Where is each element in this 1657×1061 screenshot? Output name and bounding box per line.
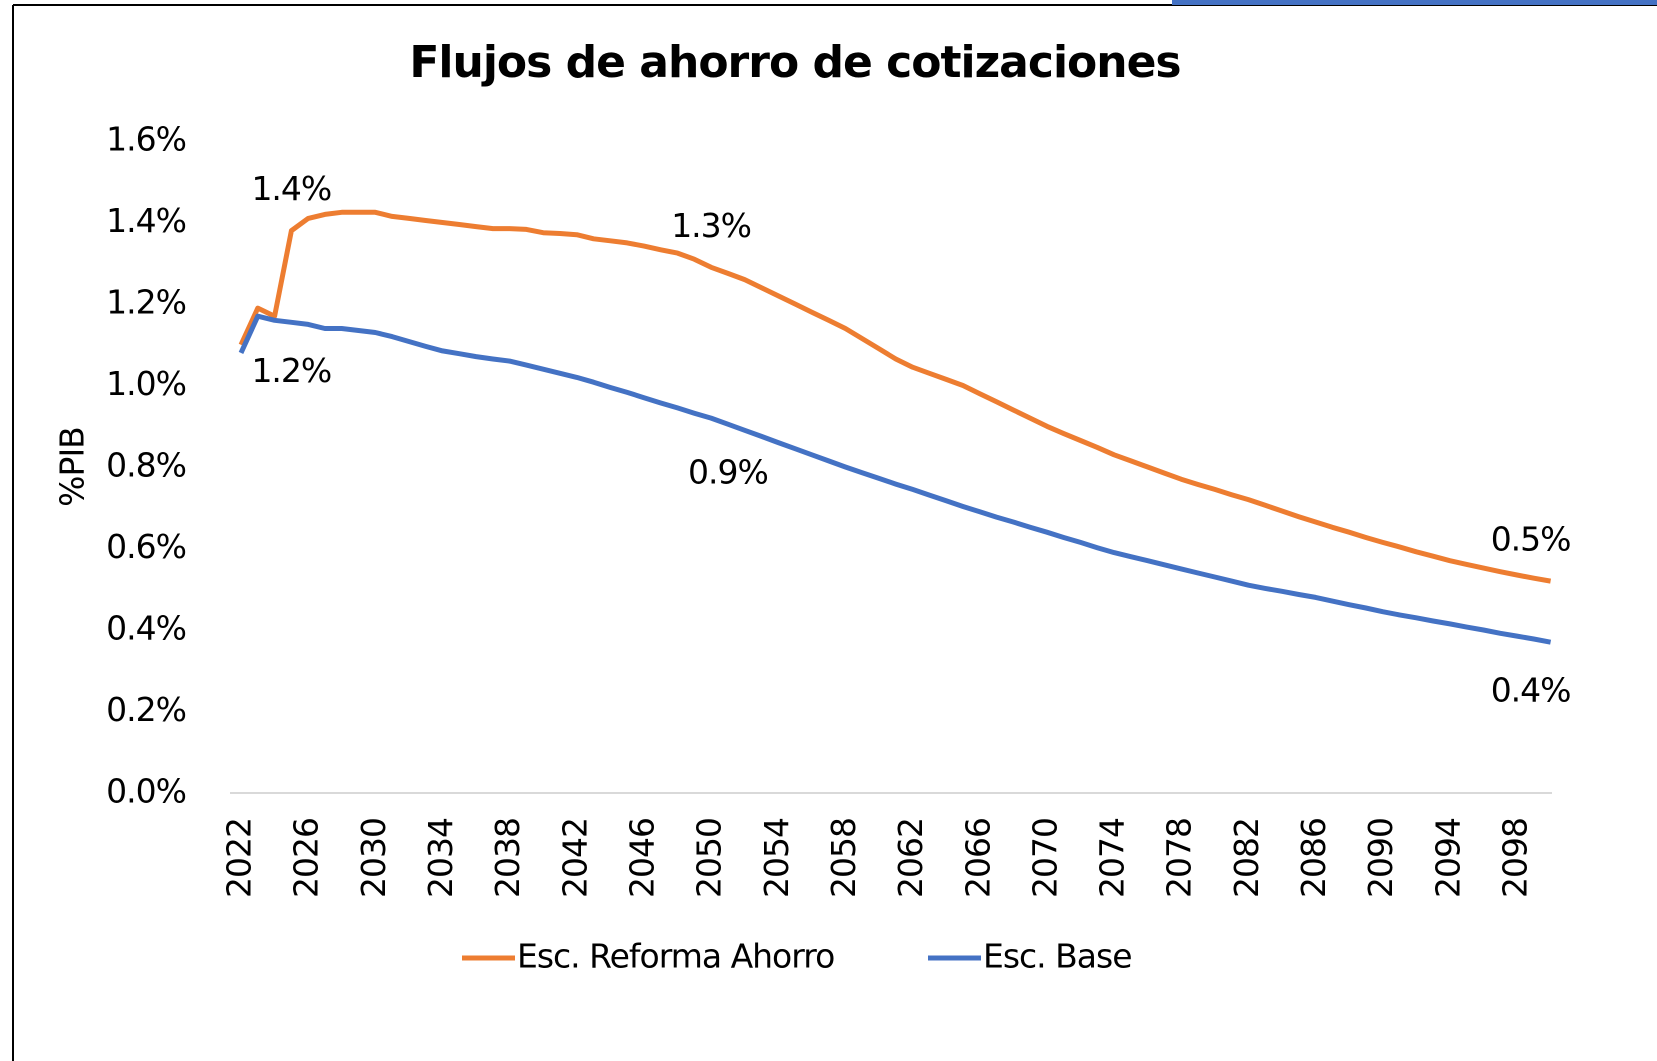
y-tick-label: 1.2% [106,283,186,322]
x-tick-label: 2058 [824,818,863,898]
legend-label: Esc. Reforma Ahorro [517,937,834,976]
x-tick-label: 2078 [1160,818,1199,898]
data-label: 1.4% [251,169,331,208]
x-tick-label: 2054 [757,818,796,898]
x-tick-label: 2062 [891,818,930,898]
y-tick-label: 0.0% [106,772,186,811]
data-label: 1.3% [671,206,751,245]
x-tick-label: 2082 [1227,818,1266,898]
top-bar [1172,0,1657,5]
x-tick-label: 2030 [354,818,393,898]
data-label: 0.9% [688,453,768,492]
y-tick-label: 0.4% [106,609,186,648]
y-tick-label: 0.6% [106,527,186,566]
y-tick-label: 1.4% [106,201,186,240]
y-axis-label: %PIB [53,427,92,507]
x-tick-label: 2074 [1093,818,1132,898]
legend-label: Esc. Base [983,937,1132,976]
x-tick-label: 2046 [622,818,661,898]
x-tick-label: 2038 [488,818,527,898]
x-tick-label: 2086 [1294,818,1333,898]
x-tick-label: 2098 [1496,818,1535,898]
series-line [238,313,1552,645]
data-label: 0.5% [1491,520,1571,559]
x-tick-label: 2042 [555,818,594,898]
x-tick-label: 2050 [690,818,729,898]
x-tick-label: 2022 [220,818,259,898]
series-line [238,209,1552,584]
chart-title: Flujos de ahorro de cotizaciones [409,37,1180,88]
y-tick-label: 1.6% [106,120,186,159]
y-tick-label: 0.8% [106,446,186,485]
x-tick-label: 2066 [958,818,997,898]
data-label: 0.4% [1491,671,1571,710]
x-tick-label: 2070 [1025,818,1064,898]
y-tick-label: 0.2% [106,690,186,729]
y-tick-label: 1.0% [106,364,186,403]
x-tick-label: 2094 [1428,818,1467,898]
x-tick-label: 2090 [1361,818,1400,898]
x-tick-label: 2034 [421,818,460,898]
data-label: 1.2% [251,351,331,390]
x-tick-label: 2026 [287,818,326,898]
